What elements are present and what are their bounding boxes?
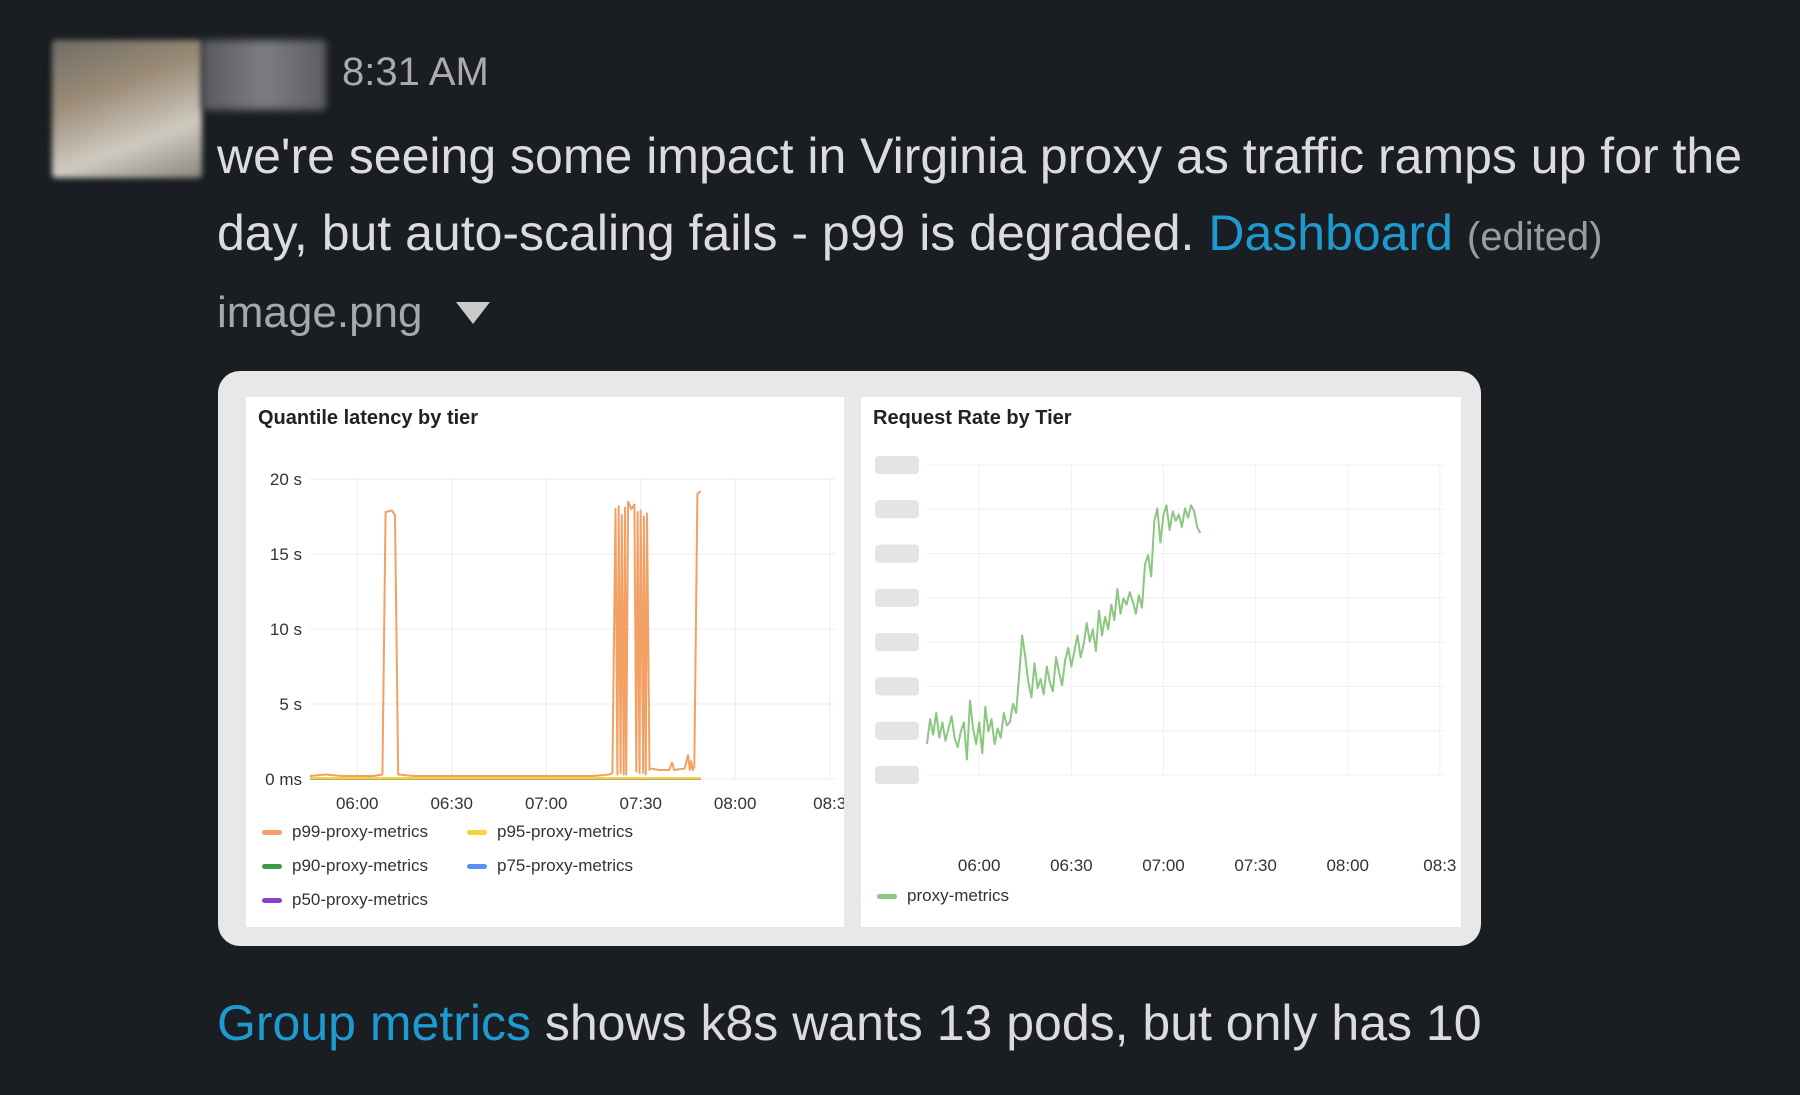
- legend-swatch: [467, 829, 487, 835]
- legend-row: p99-proxy-metrics p95-proxy-metrics: [262, 815, 842, 849]
- y-tick-label-obscured: [875, 500, 919, 519]
- edited-label: (edited): [1466, 215, 1603, 259]
- attachment-image[interactable]: Quantile latency by tier 0 ms 5 s 10 s 15 s…: [218, 371, 1481, 946]
- y-tick-label: 20 s: [270, 470, 302, 489]
- followup-text: shows k8s wants 13 pods, but only has 10: [544, 995, 1482, 1051]
- legend-swatch: [877, 893, 897, 899]
- x-tick-label: 07:30: [1234, 856, 1277, 875]
- legend-item-proxy-metrics: proxy-metrics: [877, 879, 1457, 913]
- request-rate-title: Request Rate by Tier: [873, 407, 1072, 429]
- latency-chart: 0 ms 5 s 10 s 15 s 20 s 06:00 06:30 07:00 07:30 0…: [265, 470, 844, 813]
- legend-row: p50-proxy-metrics: [262, 883, 842, 917]
- legend-label: proxy-metrics: [907, 886, 1010, 905]
- y-tick-label-obscured: [875, 633, 919, 652]
- y-tick-label-obscured: [875, 588, 919, 607]
- x-tick-label: 08:3: [1423, 856, 1456, 875]
- message-body: we're seeing some impact in Virginia pro…: [217, 118, 1777, 276]
- latency-legend: p99-proxy-metrics p95-proxy-metrics p90-pr…: [262, 815, 842, 917]
- legend-item-p50-proxy-metrics: p50-proxy-metrics: [262, 890, 467, 910]
- x-tick-label: 07:00: [1142, 856, 1185, 875]
- y-tick-label: 15 s: [270, 545, 302, 564]
- request-rate-legend: proxy-metrics: [877, 879, 1457, 913]
- y-tick-label: 10 s: [270, 620, 302, 639]
- legend-swatch: [262, 829, 282, 835]
- legend-label: p95-proxy-metrics: [497, 822, 634, 841]
- group-metrics-link[interactable]: Group metrics: [217, 995, 531, 1051]
- username-blurred[interactable]: [202, 40, 326, 110]
- attachment-filename: image.png: [217, 288, 423, 337]
- x-tick-label: 08:3: [813, 794, 844, 813]
- latency-chart-panel: Quantile latency by tier 0 ms 5 s 10 s 15 s…: [246, 397, 844, 927]
- request-rate-chart: 06:00 06:30 07:00 07:30 08:00 08:3: [875, 456, 1456, 875]
- y-tick-label-obscured: [875, 456, 919, 474]
- latency-chart-title: Quantile latency by tier: [258, 407, 479, 429]
- legend-swatch: [467, 863, 487, 869]
- legend-item-p75-proxy-metrics: p75-proxy-metrics: [467, 856, 633, 876]
- x-tick-label: 06:00: [336, 794, 379, 813]
- y-tick-label-obscured: [875, 677, 919, 696]
- y-tick-label: 0 ms: [265, 770, 302, 789]
- y-tick-label: 5 s: [279, 695, 302, 714]
- series-line-p99-proxy-metrics: [309, 490, 702, 777]
- legend-swatch: [262, 897, 282, 903]
- request-rate-panel: Request Rate by Tier 06:00 06:30 07:00 07:3…: [861, 397, 1461, 927]
- x-tick-label: 08:00: [1326, 856, 1369, 875]
- message-timestamp[interactable]: 8:31 AM: [342, 50, 489, 94]
- avatar[interactable]: [52, 40, 202, 178]
- collapse-caret-icon[interactable]: [456, 302, 491, 324]
- x-tick-label: 06:30: [1050, 856, 1093, 875]
- x-tick-label: 07:00: [525, 794, 568, 813]
- message-text: we're seeing some impact in Virginia pro…: [217, 128, 1743, 261]
- legend-swatch: [262, 863, 282, 869]
- legend-label: p99-proxy-metrics: [292, 822, 429, 841]
- followup-message: Group metrics shows k8s wants 13 pods, b…: [217, 994, 1482, 1052]
- legend-label: p50-proxy-metrics: [292, 890, 429, 909]
- legend-row: p90-proxy-metrics p75-proxy-metrics: [262, 849, 842, 883]
- x-tick-label: 08:00: [714, 794, 757, 813]
- y-tick-label-obscured: [875, 766, 919, 784]
- legend-item-p95-proxy-metrics: p95-proxy-metrics: [467, 822, 633, 842]
- legend-label: p75-proxy-metrics: [497, 856, 634, 875]
- x-tick-label: 06:30: [430, 794, 473, 813]
- y-tick-label-obscured: [875, 721, 919, 740]
- dashboard-link[interactable]: Dashboard: [1208, 205, 1453, 261]
- legend-label: p90-proxy-metrics: [292, 856, 429, 875]
- attachment-header[interactable]: image.png: [217, 288, 491, 338]
- legend-item-p99-proxy-metrics: p99-proxy-metrics: [262, 822, 467, 842]
- x-tick-label: 07:30: [619, 794, 662, 813]
- legend-item-p90-proxy-metrics: p90-proxy-metrics: [262, 856, 467, 876]
- series-line-proxy-metrics: [926, 504, 1202, 761]
- x-tick-label: 06:00: [958, 856, 1001, 875]
- y-tick-label-obscured: [875, 544, 919, 563]
